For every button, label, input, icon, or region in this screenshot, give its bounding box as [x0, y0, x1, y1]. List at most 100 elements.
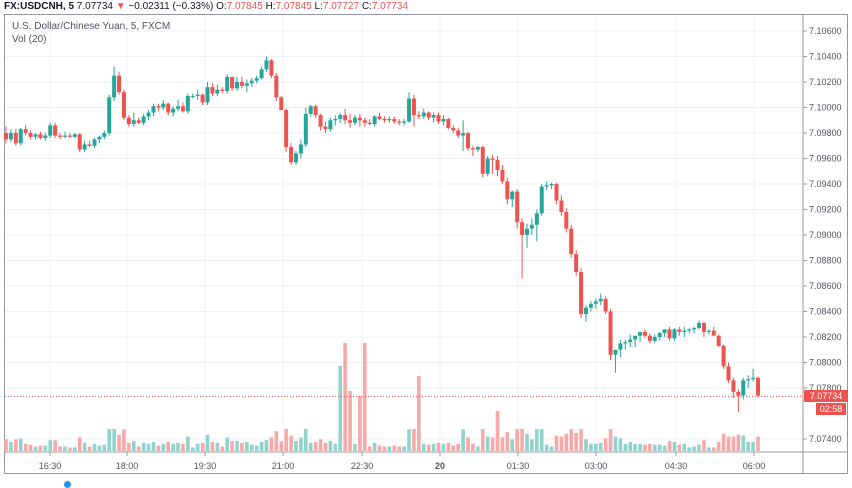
volume-bar	[535, 429, 539, 451]
volume-bar	[274, 431, 279, 451]
volume-bar	[171, 443, 175, 451]
candle-up	[97, 136, 102, 140]
candle-up	[328, 120, 333, 130]
candle-down	[357, 117, 362, 121]
y-axis-label: 7.09800	[809, 128, 842, 138]
volume-bar	[731, 436, 736, 451]
volume-bar	[584, 439, 588, 451]
volume-bar	[495, 411, 500, 451]
candle-down	[756, 377, 760, 396]
candle-up	[293, 153, 298, 163]
volume-bar	[677, 444, 682, 451]
candle-up	[18, 129, 23, 144]
candle-down	[200, 94, 205, 103]
chart-legend: U.S. Dollar/Chinese Yuan, 5, FXCM Vol (2…	[12, 20, 170, 46]
candle-up	[687, 329, 692, 331]
volume-bar	[4, 439, 8, 451]
volume-bar	[480, 429, 485, 451]
volume-bar	[682, 443, 687, 451]
price-change: −0.02311 (−0.33%)	[128, 1, 214, 12]
candle-down	[377, 116, 382, 119]
volume-bar	[426, 444, 431, 451]
volume-bar	[707, 447, 711, 451]
candle-up	[618, 343, 623, 350]
volume-bar	[672, 442, 677, 451]
candle-down	[4, 133, 8, 140]
candle-down	[716, 335, 721, 346]
volume-bar	[313, 442, 318, 451]
candle-up	[303, 113, 308, 145]
volume-bar	[353, 443, 357, 451]
x-axis-label: 03:00	[585, 461, 608, 471]
volume-bar	[289, 435, 293, 451]
volume-bar	[117, 434, 121, 451]
candle-up	[308, 106, 313, 114]
candle-down	[382, 118, 387, 121]
candle-up	[235, 82, 240, 89]
candle-up	[652, 337, 657, 341]
volume-bar	[510, 439, 515, 451]
volume-bar	[269, 437, 274, 451]
y-axis-label: 7.08400	[809, 307, 842, 317]
candle-up	[190, 96, 195, 98]
candle-up	[510, 191, 515, 200]
volume-bar	[146, 443, 151, 451]
x-axis-label: 19:30	[194, 461, 217, 471]
candle-down	[121, 92, 126, 118]
candle-up	[48, 125, 53, 136]
candle-up	[623, 342, 628, 344]
candle-down	[279, 97, 284, 111]
candle-up	[215, 89, 220, 94]
chart-frame	[4, 14, 848, 474]
candle-down	[210, 87, 215, 94]
candle-down	[392, 118, 397, 122]
candle-up	[176, 106, 181, 109]
y-axis-label: 7.08600	[809, 281, 842, 291]
volume-bar	[412, 429, 416, 451]
candle-up	[431, 115, 436, 118]
candle-up	[372, 116, 377, 125]
candle-up	[146, 112, 151, 117]
volume-bar	[525, 433, 529, 451]
candle-down	[451, 127, 456, 131]
x-axis-label: 20	[435, 461, 445, 471]
volume-bar	[358, 396, 362, 451]
volume-bar	[53, 440, 57, 451]
high-label: H:	[265, 1, 276, 12]
volume-bar	[77, 437, 82, 451]
x-axis-label: 01:30	[507, 461, 530, 471]
y-axis-label: 7.08200	[809, 332, 842, 342]
low-label: L:	[314, 1, 323, 12]
volume-bar	[215, 442, 220, 451]
volume-bar	[362, 343, 367, 451]
volume-bar	[259, 442, 264, 451]
candle-up	[441, 118, 446, 122]
candle-down	[156, 106, 161, 108]
volume-bar	[716, 442, 721, 451]
candle-down	[500, 169, 505, 182]
y-axis-label: 7.08000	[809, 358, 842, 368]
last-price: 7.07734	[76, 1, 113, 12]
volume-bar	[38, 445, 43, 451]
candle-down	[490, 158, 495, 160]
volume-bar	[9, 442, 13, 451]
candle-up	[151, 106, 156, 113]
volume-bar	[151, 442, 156, 451]
candle-down	[318, 115, 323, 127]
candle-up	[225, 76, 230, 91]
candle-down	[436, 115, 441, 122]
candle-down	[554, 184, 559, 201]
candle-up	[141, 116, 146, 123]
volume-bar	[574, 433, 578, 451]
candle-up	[205, 87, 210, 103]
candle-down	[230, 76, 235, 89]
candle-up	[421, 112, 426, 117]
symbol-name: FX:USDCNH, 5	[4, 1, 75, 12]
volume-bar	[446, 442, 451, 451]
volume-bar	[544, 444, 549, 451]
candle-up	[706, 330, 711, 332]
volume-bar	[608, 429, 613, 451]
candle-down	[136, 120, 141, 123]
volume-bar	[736, 434, 741, 451]
